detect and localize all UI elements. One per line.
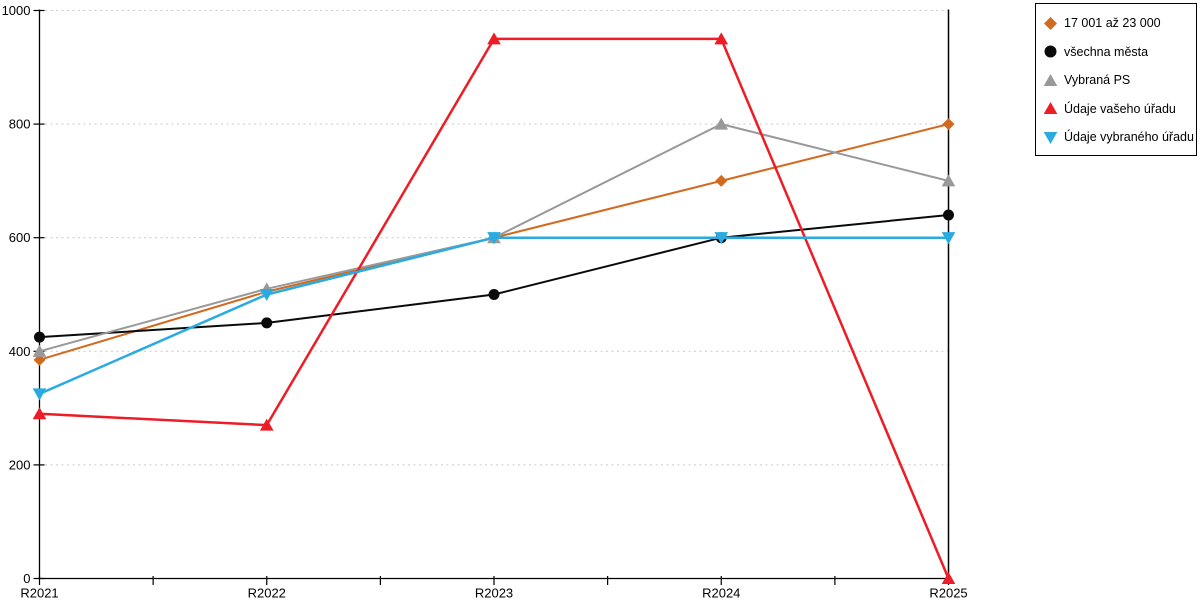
data-point-marker xyxy=(943,209,954,221)
legend-label: 17 001 až 23 000 xyxy=(1064,16,1161,31)
data-point-marker xyxy=(32,388,47,401)
legend-label: všechna města xyxy=(1064,44,1149,59)
data-point-marker xyxy=(259,418,274,431)
data-point-marker xyxy=(941,232,956,245)
legend-label: Vybraná PS xyxy=(1064,73,1131,88)
data-point-marker xyxy=(714,232,729,245)
data-point-marker xyxy=(942,118,955,131)
circle-glyph xyxy=(1044,45,1057,58)
x-tick-label: R2021 xyxy=(20,586,58,600)
legend-label: Údaje vašeho úřadu xyxy=(1064,101,1176,116)
legend-item: Údaje vybraného úřadu xyxy=(1043,123,1196,152)
legend-marker-circle-icon xyxy=(1043,44,1058,59)
y-tick-label: 0 xyxy=(23,571,30,586)
legend-label: Údaje vybraného úřadu xyxy=(1064,130,1194,145)
legend-item: 17 001 až 23 000 xyxy=(1043,9,1196,38)
x-tick-label: R2023 xyxy=(475,586,513,600)
legend-marker-triangle-up-icon xyxy=(1043,73,1058,88)
data-point-marker xyxy=(715,174,728,187)
legend-item: všechna města xyxy=(1043,38,1196,67)
data-point-marker xyxy=(941,174,956,187)
x-tick-label: R2024 xyxy=(702,586,740,600)
data-point-marker xyxy=(714,32,729,45)
diamond-glyph xyxy=(1044,16,1057,30)
series-line xyxy=(38,236,949,396)
data-point-marker xyxy=(261,317,273,329)
legend-marker-diamond-icon xyxy=(1043,16,1058,31)
triangle-down-glyph xyxy=(1043,131,1058,144)
legend-box: 17 001 až 23 000 všechna města Vybraná P… xyxy=(1035,3,1197,156)
y-tick-label: 1000 xyxy=(2,3,31,18)
data-point-marker xyxy=(487,232,501,245)
triangle-up-glyph xyxy=(1043,73,1058,86)
x-tick-label: R2025 xyxy=(929,586,967,600)
legend-marker-triangle-down-icon xyxy=(1043,130,1058,145)
data-point-marker xyxy=(32,407,47,420)
triangle-up-glyph xyxy=(1043,102,1058,115)
data-point-marker xyxy=(488,289,500,300)
legend-marker-triangle-up-icon xyxy=(1043,101,1058,116)
y-tick-label: 600 xyxy=(9,230,31,245)
y-tick-label: 800 xyxy=(9,117,31,132)
series-line xyxy=(39,37,950,579)
legend-item: Údaje vašeho úřadu xyxy=(1043,95,1196,124)
legend-item: Vybraná PS xyxy=(1043,66,1196,95)
data-point-marker xyxy=(32,344,47,357)
x-tick-label: R2022 xyxy=(248,586,286,600)
y-tick-label: 200 xyxy=(9,457,31,472)
data-point-marker xyxy=(487,32,501,45)
data-point-marker xyxy=(941,572,956,585)
y-tick-label: 400 xyxy=(9,344,31,359)
data-point-marker xyxy=(259,288,274,301)
data-point-marker xyxy=(714,117,729,130)
data-point-marker xyxy=(34,331,45,343)
